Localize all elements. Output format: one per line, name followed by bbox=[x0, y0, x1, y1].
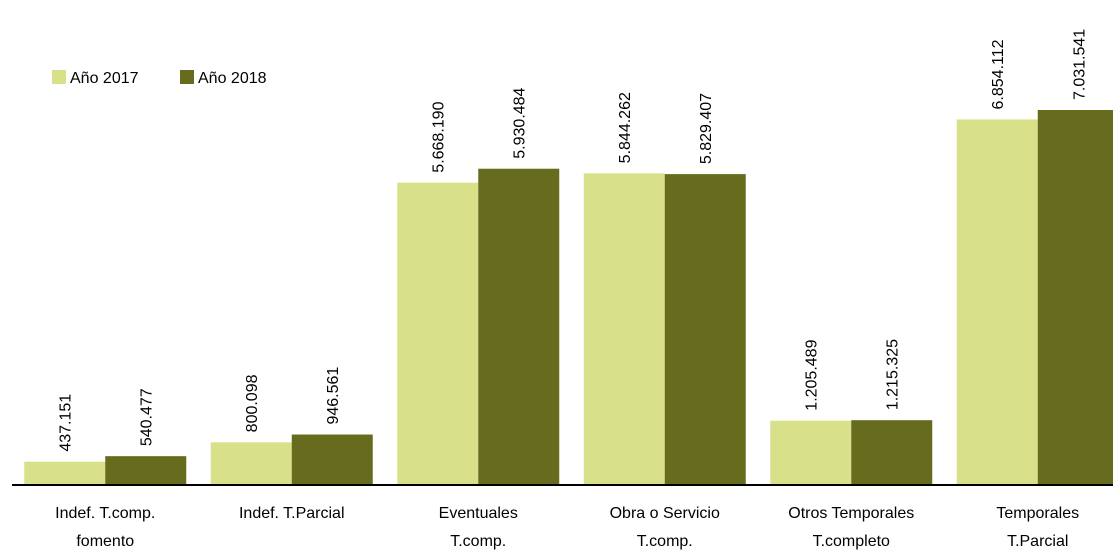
bar bbox=[956, 119, 1038, 485]
bar bbox=[105, 456, 187, 485]
bar bbox=[851, 420, 933, 485]
x-tick-label: T.comp. bbox=[450, 533, 506, 550]
bar bbox=[291, 434, 373, 485]
legend-swatch bbox=[52, 70, 66, 84]
value-label: 7.031.541 bbox=[1071, 29, 1088, 100]
bar bbox=[583, 173, 665, 486]
value-label: 540.477 bbox=[139, 388, 156, 446]
x-tick-label: Obra o Servicio bbox=[610, 505, 720, 522]
value-label: 5.844.262 bbox=[617, 92, 634, 163]
x-tick-label: T.Parcial bbox=[1007, 533, 1068, 550]
x-tick-label: Indef. T.Parcial bbox=[239, 505, 345, 522]
value-label: 6.854.112 bbox=[990, 39, 1007, 109]
bar bbox=[24, 461, 106, 485]
x-tick-label: Indef. T.comp. bbox=[55, 505, 155, 522]
value-label: 5.930.484 bbox=[512, 87, 529, 158]
value-label: 5.829.407 bbox=[698, 93, 715, 164]
bar bbox=[770, 420, 852, 485]
value-label: 1.205.489 bbox=[804, 339, 821, 410]
bar bbox=[1037, 110, 1113, 485]
bar bbox=[210, 442, 292, 485]
bar bbox=[664, 174, 746, 486]
legend-label: Año 2018 bbox=[198, 70, 267, 87]
value-label: 800.098 bbox=[244, 374, 261, 432]
x-tick-label: T.completo bbox=[813, 533, 890, 550]
x-tick-label: T.comp. bbox=[637, 533, 693, 550]
bar bbox=[478, 168, 560, 485]
value-label: 1.215.325 bbox=[885, 339, 902, 410]
value-label: 946.561 bbox=[325, 367, 342, 425]
x-tick-label: Otros Temporales bbox=[788, 505, 914, 522]
x-tick-label: fomento bbox=[76, 533, 134, 550]
legend-swatch bbox=[180, 70, 194, 84]
x-tick-label: Temporales bbox=[996, 505, 1079, 522]
x-tick-label: Eventuales bbox=[439, 505, 518, 522]
value-label: 5.668.190 bbox=[431, 101, 448, 172]
value-label: 437.151 bbox=[58, 394, 75, 452]
legend-label: Año 2017 bbox=[70, 70, 139, 87]
bar bbox=[397, 182, 479, 485]
